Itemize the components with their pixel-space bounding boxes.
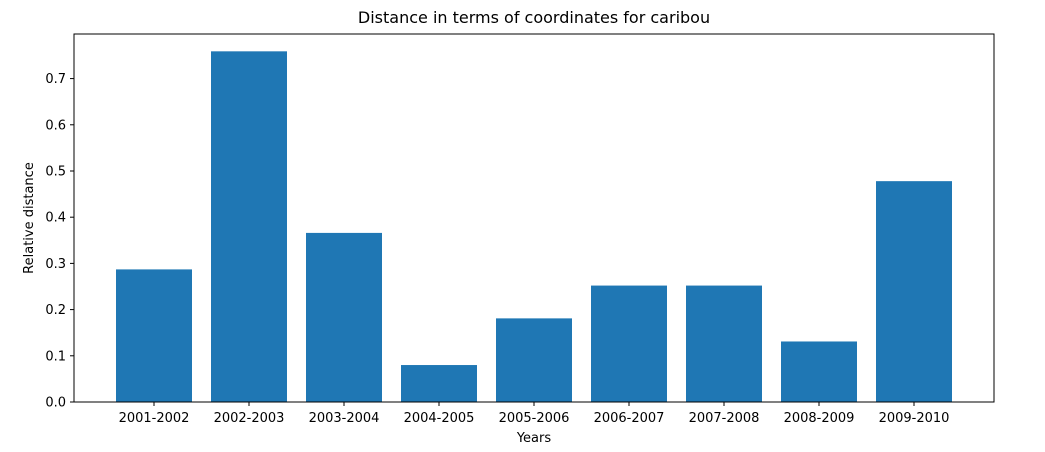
x-tick-label: 2004-2005 <box>404 411 475 426</box>
x-tick-label: 2005-2006 <box>499 411 570 426</box>
bar-2003-2004 <box>306 232 382 402</box>
chart-title: Distance in terms of coordinates for car… <box>358 8 710 27</box>
bar-2002-2003 <box>211 51 287 402</box>
bars-group <box>116 51 952 402</box>
y-tick-label: 0.5 <box>45 164 66 179</box>
x-tick-label: 2007-2008 <box>689 411 760 426</box>
x-axis-label: Years <box>516 431 552 446</box>
x-tick-label: 2003-2004 <box>309 411 380 426</box>
bar-2009-2010 <box>876 181 952 402</box>
y-tick-label: 0.6 <box>45 118 66 133</box>
y-tick-label: 0.4 <box>45 211 66 226</box>
y-tick-label: 0.0 <box>45 396 66 411</box>
y-tick-label: 0.7 <box>45 72 66 87</box>
bar-2006-2007 <box>591 285 667 402</box>
axes-group: 2001-2002 2002-2003 2003-2004 2004-2005 2005… <box>45 33 995 426</box>
bar-2008-2009 <box>781 341 857 402</box>
bar-2001-2002 <box>116 269 192 402</box>
y-tick-label: 0.1 <box>45 349 66 364</box>
x-tick-label: 2002-2003 <box>214 411 285 426</box>
y-axis-label: Relative distance <box>22 162 37 274</box>
x-tick-label: 2008-2009 <box>784 411 855 426</box>
bar-2007-2008 <box>686 285 762 402</box>
x-tick-label: 2006-2007 <box>594 411 665 426</box>
y-tick-label: 0.2 <box>45 303 66 318</box>
bar-2005-2006 <box>496 318 572 402</box>
bar-2004-2005 <box>401 365 477 402</box>
x-tick-label: 2001-2002 <box>119 411 190 426</box>
x-tick-label: 2009-2010 <box>879 411 950 426</box>
y-tick-label: 0.3 <box>45 257 66 272</box>
